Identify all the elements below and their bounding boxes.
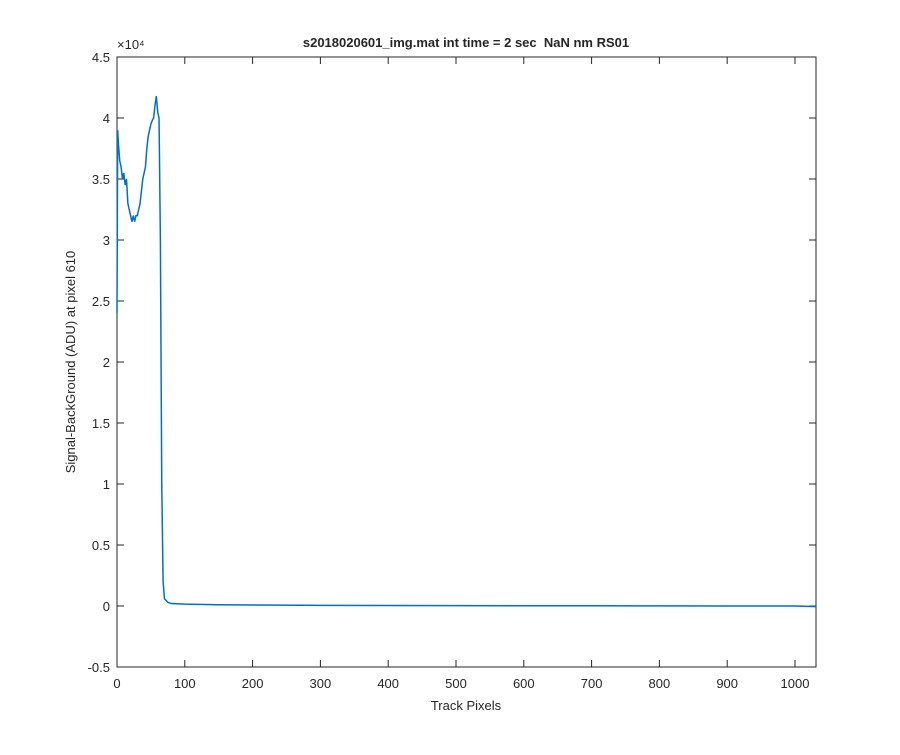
x-tick-label: 400: [377, 676, 399, 691]
y-tick-label: 1: [103, 477, 110, 492]
x-tick-label: 800: [649, 676, 671, 691]
plot-frame: [116, 56, 817, 668]
x-tick-label: 300: [310, 676, 332, 691]
x-tick-label: 700: [581, 676, 603, 691]
y-tick-label: 2.5: [92, 294, 110, 309]
y-tick-label: 1.5: [92, 416, 110, 431]
y-tick-label: 3: [103, 233, 110, 248]
x-tick-label: 0: [113, 676, 120, 691]
y-tick-label: 2: [103, 355, 110, 370]
x-tick-label: 200: [242, 676, 264, 691]
y-tick-label: -0.5: [88, 660, 110, 675]
y-tick-label: 0: [103, 599, 110, 614]
x-tick-label: 500: [445, 676, 467, 691]
x-tick-label: 900: [716, 676, 738, 691]
y-axis-label: Signal-BackGround (ADU) at pixel 610: [63, 251, 78, 474]
x-axis-label: Track Pixels: [431, 698, 502, 713]
x-tick-label: 100: [174, 676, 196, 691]
y-exponent-label: ×10⁴: [117, 37, 145, 52]
y-tick-label: 4.5: [92, 50, 110, 65]
y-tick-label: 3.5: [92, 172, 110, 187]
y-tick-label: 0.5: [92, 538, 110, 553]
data-line: [116, 95, 817, 608]
x-tick-label: 1000: [781, 676, 810, 691]
y-tick-label: 4: [103, 111, 110, 126]
chart-title: s2018020601_img.mat int time = 2 sec NaN…: [303, 35, 629, 50]
x-tick-label: 600: [513, 676, 535, 691]
